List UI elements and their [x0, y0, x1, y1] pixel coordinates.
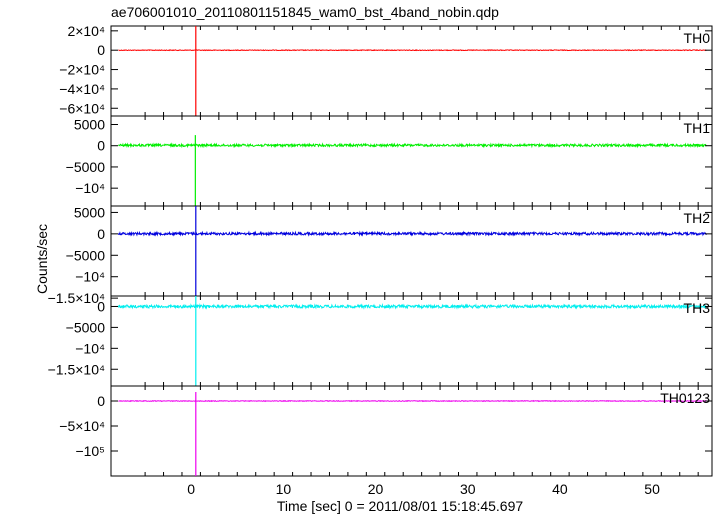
y-tick-label: −10⁴ — [75, 269, 105, 285]
x-tick-label: 10 — [276, 481, 292, 497]
panel-name-label: TH3 — [684, 300, 711, 316]
chart-title: ae706001010_20110801151845_wam0_bst_4ban… — [111, 4, 499, 20]
y-tick-label: −5000 — [66, 319, 106, 335]
panel-name-label: TH0 — [684, 30, 711, 46]
panel-name-label: TH2 — [684, 210, 711, 226]
y-tick-label: 0 — [97, 298, 105, 314]
panel-th1: 5000 0 −5000 −10⁴ TH1 — [66, 115, 713, 207]
panel-frame — [110, 205, 713, 297]
y-tick-label: 5000 — [74, 116, 105, 132]
y-tick-label: 0 — [97, 393, 105, 409]
panel-th0123: 0 −5×10⁴ −10⁵ TH0123 — [59, 385, 713, 477]
panels-group: 2×10⁴0−2×10⁴−4×10⁴−6×10⁴TH050000−5000−10… — [48, 23, 713, 497]
y-axis-label: Counts/sec — [34, 224, 50, 294]
panel-frame — [110, 295, 713, 387]
panel-th3: 0 −5000 −10⁴ −1.5×10⁴ TH3 — [48, 295, 713, 387]
y-tick-label: 5000 — [74, 204, 105, 220]
series-line — [117, 230, 707, 237]
x-axis-label: Time [sec] 0 = 2011/08/01 15:18:45.697 — [277, 498, 524, 514]
y-tick-label: −4×10⁴ — [59, 81, 105, 97]
y-tick-label: −5×10⁴ — [59, 418, 105, 434]
panel-th0: 2×10⁴ 0 −2×10⁴ −4×10⁴ −6×10⁴ TH0 — [59, 23, 713, 117]
y-tick-label: −6×10⁴ — [59, 100, 105, 116]
y-tick-label: 2×10⁴ — [67, 23, 105, 39]
x-tick-label: 40 — [552, 481, 568, 497]
series-line — [118, 399, 707, 403]
y-tick-label: −10⁴ — [75, 180, 105, 196]
series-line — [118, 49, 707, 52]
y-tick-label: −10⁵ — [75, 443, 105, 459]
x-tick-label: 30 — [460, 481, 476, 497]
y-tick-label: 0 — [97, 138, 105, 154]
panel-frame — [110, 115, 713, 207]
y-tick-label: −5000 — [66, 247, 106, 263]
panel-th2: 5000 0 −5000 −10⁴ −1.5×10⁴ TH2 — [48, 204, 713, 306]
x-tick-label: 50 — [644, 481, 660, 497]
x-tick-label: 20 — [368, 481, 384, 497]
series-line — [117, 303, 707, 310]
panel-name-label: TH0123 — [660, 390, 710, 406]
y-tick-label: −5000 — [66, 159, 106, 175]
y-tick-label: −10⁴ — [75, 340, 105, 356]
y-tick-label: −1.5×10⁴ — [48, 361, 105, 377]
panel-name-label: TH1 — [684, 120, 711, 136]
y-tick-label: −1.5×10⁴ — [48, 290, 105, 306]
y-tick-label: 0 — [97, 42, 105, 58]
series-line — [118, 142, 707, 149]
panel-frame — [110, 385, 713, 477]
x-tick-label: 0 — [187, 481, 195, 497]
panel-frame — [110, 25, 713, 117]
y-tick-label: 0 — [97, 226, 105, 242]
y-tick-label: −2×10⁴ — [59, 62, 105, 78]
